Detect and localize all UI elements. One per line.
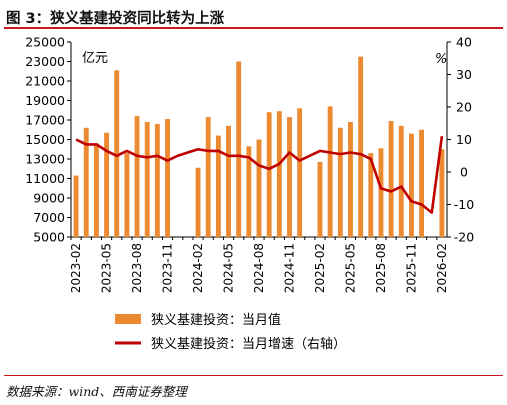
bar-2023-07 — [124, 153, 130, 237]
right-tick-label: 0 — [460, 165, 468, 180]
bar-2024-04 — [215, 135, 221, 237]
bar-2023-03 — [83, 127, 89, 237]
bar-2024-05 — [226, 125, 231, 237]
bar-2024-09 — [266, 112, 272, 237]
bar-2024-12 — [297, 108, 303, 237]
figure-title-row: 图 3：狭义基建投资同比转为上涨 — [4, 3, 503, 29]
x-tick-label: 2024-08 — [252, 243, 266, 293]
bar-2024-06 — [236, 61, 242, 237]
bar-2023-09 — [144, 121, 150, 237]
x-tick-label: 2026-02 — [435, 243, 449, 293]
left-tick-label: 19000 — [25, 93, 65, 108]
bar-2026-02 — [439, 149, 445, 237]
bar-2025-03 — [327, 106, 333, 237]
combo-chart: 5000 7000 9000 11000 13000 15000 17000 19000 210… — [25, 35, 474, 353]
bar-2025-07 — [368, 153, 374, 237]
left-tick-label: 9000 — [33, 191, 65, 206]
x-tick-label: 2025-11 — [404, 243, 418, 293]
bar-2023-06 — [114, 70, 120, 238]
left-tick-label: 5000 — [33, 230, 65, 245]
bar-2024-03 — [205, 117, 211, 237]
data-source-note: 数据来源：wind、西南证券整理 — [6, 384, 187, 399]
legend-bar-swatch — [115, 314, 141, 324]
left-tick-label: 15000 — [25, 132, 65, 147]
bar-2025-08 — [378, 148, 384, 237]
right-tick-label: 30 — [456, 67, 472, 82]
left-tick-label: 21000 — [25, 74, 65, 89]
bar-2024-11 — [287, 117, 292, 237]
left-tick-label: 13000 — [25, 152, 65, 167]
x-tick-label: 2023-11 — [161, 243, 175, 293]
bar-2025-05 — [348, 121, 353, 237]
x-tick-label: 2023-02 — [69, 243, 83, 293]
bar-2025-10 — [398, 125, 404, 237]
right-tick-label: 40 — [456, 35, 472, 50]
left-unit-label: 亿元 — [82, 51, 108, 66]
legend-line-label: 狭义基建投资：当月增速（右轴） — [151, 336, 346, 352]
right-unit-label: % — [435, 52, 447, 67]
bar-2023-08 — [134, 116, 140, 237]
bar-2025-02 — [317, 161, 323, 237]
right-tick-label: 20 — [456, 100, 472, 115]
left-tick-label: 23000 — [25, 54, 65, 69]
right-tick-label: 10 — [456, 132, 472, 147]
x-tick-label: 2024-02 — [191, 243, 205, 293]
right-tick-label: -20 — [454, 230, 474, 245]
bar-2025-11 — [408, 133, 414, 237]
source-divider — [4, 375, 503, 376]
x-tick-label: 2025-02 — [313, 243, 327, 293]
left-tick-label: 11000 — [25, 171, 65, 186]
growth-line — [75, 136, 444, 214]
bar-2025-12 — [419, 129, 425, 237]
bar-2024-07 — [246, 146, 252, 237]
bar-2023-04 — [93, 143, 99, 237]
x-tick-label: 2025-05 — [343, 243, 357, 293]
title-underline — [4, 27, 503, 29]
bar-2025-09 — [388, 120, 394, 237]
bar-2024-08 — [256, 139, 262, 237]
x-tick-label: 2024-05 — [222, 243, 236, 293]
x-tick-label: 2023-08 — [130, 243, 144, 293]
left-tick-label: 25000 — [25, 35, 65, 50]
bar-2023-10 — [154, 123, 160, 237]
x-tick-label: 2024-11 — [282, 243, 296, 293]
left-tick-label: 7000 — [33, 210, 65, 225]
x-tick-label: 2023-05 — [100, 243, 114, 293]
bar-2024-10 — [276, 111, 282, 237]
bar-2025-06 — [358, 56, 364, 237]
left-tick-label: 17000 — [25, 113, 65, 128]
bar-2024-02 — [195, 167, 201, 237]
x-tick-label: 2025-08 — [374, 243, 388, 293]
right-tick-label: -10 — [454, 197, 474, 212]
bar-2023-11 — [165, 119, 170, 237]
figure-title: 图 3：狭义基建投资同比转为上涨 — [6, 11, 225, 27]
bar-2023-02 — [73, 175, 79, 237]
legend-bar-label: 狭义基建投资：当月值 — [151, 312, 281, 328]
bar-2025-04 — [337, 127, 343, 237]
bar-2023-05 — [104, 132, 110, 237]
